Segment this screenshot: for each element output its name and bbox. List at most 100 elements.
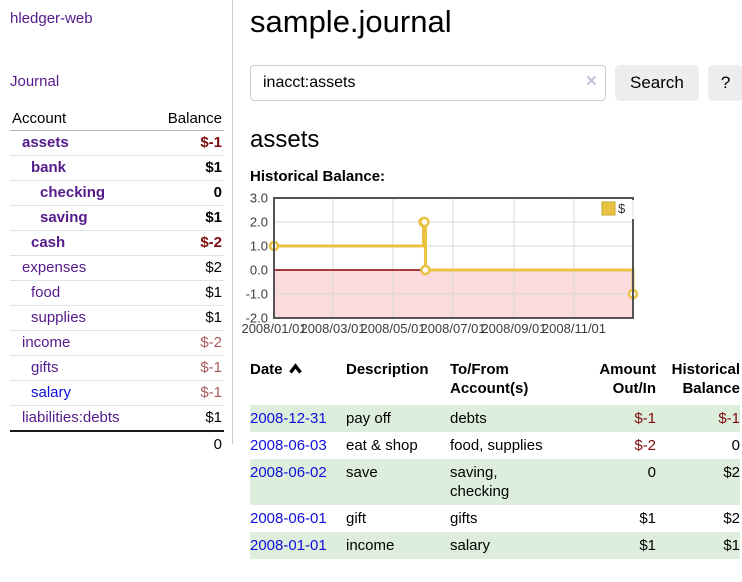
register-row: 2008-12-31 pay off debts $-1 $-1: [250, 405, 740, 433]
account-link[interactable]: checking: [40, 184, 106, 201]
account-link[interactable]: salary: [31, 384, 72, 401]
transaction-amount: $1: [639, 537, 656, 555]
search-form: × Search ?: [250, 65, 742, 102]
account-row: cash $-2: [10, 230, 224, 256]
x-tick-label: 2008/11/01: [542, 321, 606, 336]
total-row-spacer: [10, 430, 151, 458]
date-column-header[interactable]: Date: [250, 360, 346, 405]
description-column-header: Description: [346, 361, 429, 379]
register-table: Date Description To/From Account(s) Amou…: [250, 360, 740, 560]
account-cell: assets: [10, 131, 151, 156]
account-balance-table: Account Balance assets $-1 bank $1 check…: [10, 107, 224, 458]
transaction-balance: $2: [723, 510, 740, 528]
account-cell: food: [10, 280, 151, 306]
account-heading: assets: [250, 126, 320, 154]
account-table-header-row: Account Balance: [10, 107, 224, 131]
accounts-column-header: To/From Account(s): [450, 361, 529, 398]
x-tick-label: 2008/05/01: [360, 321, 425, 336]
chart-border: [273, 197, 634, 320]
balance-chart: 3.0 2.0 1.0 0.0 -1.0 -2.02008/01/012008/03/01…: [241, 191, 639, 336]
search-button[interactable]: Search: [615, 65, 699, 102]
account-cell: saving: [10, 205, 151, 231]
chart-title: Historical Balance:: [250, 168, 386, 186]
account-cell: income: [10, 330, 151, 356]
account-link[interactable]: expenses: [22, 259, 87, 276]
transaction-amount: $-2: [634, 437, 656, 455]
transaction-description: income: [346, 537, 395, 555]
account-balance: 0: [150, 180, 224, 206]
account-total-row: 0: [10, 430, 224, 458]
journal-link[interactable]: Journal: [10, 73, 60, 90]
account-cell: gifts: [10, 355, 151, 381]
transaction-description: pay off: [346, 410, 391, 428]
register-row: 2008-06-01 gift gifts $1 $2: [250, 505, 740, 532]
account-row: food $1: [10, 280, 224, 306]
account-link[interactable]: income: [22, 334, 71, 351]
account-row: gifts $-1: [10, 355, 224, 381]
y-tick-label: 1.0: [250, 239, 268, 254]
account-link[interactable]: bank: [31, 159, 67, 176]
account-row: liabilities:debts $1: [10, 405, 224, 431]
account-link[interactable]: liabilities:debts: [22, 409, 120, 426]
account-balance: $1: [150, 155, 224, 181]
account-cell: expenses: [10, 255, 151, 281]
account-balance: $1: [150, 305, 224, 331]
amount-column-header: Amount Out/In: [599, 361, 656, 398]
date-header-label: Date: [250, 361, 283, 379]
y-tick-label: 0.0: [250, 263, 268, 278]
transaction-date-link[interactable]: 2008-01-01: [250, 537, 327, 555]
account-balance: $-1: [200, 134, 222, 151]
transaction-date-cell: 2008-06-03: [250, 432, 346, 459]
transaction-amount: 0: [647, 464, 656, 482]
account-cell: supplies: [10, 305, 151, 331]
x-tick-label: 2008/03/01: [300, 321, 365, 336]
account-row: saving $1: [10, 205, 224, 231]
account-cell: liabilities:debts: [10, 405, 151, 431]
transaction-balance: $-1: [718, 410, 740, 428]
register-table-body: 2008-12-31 pay off debts $-1 $-1 2008-06…: [250, 405, 740, 560]
account-balance: $1: [150, 280, 224, 306]
search-input[interactable]: [250, 65, 606, 102]
legend-label: $: [618, 201, 626, 216]
transaction-description: save: [346, 464, 378, 482]
account-link[interactable]: assets: [22, 134, 69, 151]
transaction-accounts: food, supplies: [450, 437, 543, 455]
y-tick-label: -2.0: [246, 311, 268, 326]
transaction-description: eat & shop: [346, 437, 418, 455]
transaction-date-cell: 2008-06-01: [250, 505, 346, 532]
transaction-amount: $1: [639, 510, 656, 528]
balance-column-header-register: Historical Balance: [671, 361, 740, 398]
transaction-date-link[interactable]: 2008-06-03: [250, 437, 327, 455]
transaction-date-cell: 2008-12-31: [250, 405, 346, 432]
sidebar-nav: Journal: [0, 27, 232, 90]
account-column-header: Account: [10, 107, 151, 131]
help-button[interactable]: ?: [707, 65, 742, 102]
register-row: 2008-06-03 eat & shop food, supplies $-2…: [250, 432, 740, 459]
y-tick-label: -1.0: [246, 287, 268, 302]
account-balance: $2: [150, 255, 224, 281]
x-tick-label: 2008/01/01: [241, 321, 306, 336]
page-title: sample.journal: [250, 4, 452, 39]
account-row: checking 0: [10, 180, 224, 206]
account-link[interactable]: cash: [31, 234, 66, 251]
transaction-date-link[interactable]: 2008-06-02: [250, 464, 327, 482]
account-link[interactable]: food: [31, 284, 61, 301]
transaction-balance: $2: [723, 464, 740, 482]
account-balance: $-1: [150, 380, 224, 406]
clear-search-icon[interactable]: ×: [585, 71, 597, 93]
account-link[interactable]: gifts: [31, 359, 59, 376]
y-tick-label: 2.0: [250, 215, 268, 230]
account-link[interactable]: supplies: [31, 309, 87, 326]
search-box: ×: [250, 65, 606, 102]
account-balance: $1: [150, 205, 224, 231]
transaction-date-link[interactable]: 2008-06-01: [250, 510, 327, 528]
transaction-date-link[interactable]: 2008-12-31: [250, 410, 327, 428]
y-tick-label: 3.0: [250, 191, 268, 206]
legend-swatch: [601, 201, 616, 216]
app-title-link[interactable]: hledger-web: [10, 10, 93, 27]
account-link[interactable]: saving: [40, 209, 88, 226]
account-balance: $1: [150, 405, 224, 431]
account-cell: bank: [10, 155, 151, 181]
register-row: 2008-01-01 income salary $1 $1: [250, 532, 740, 560]
account-cell: salary: [10, 380, 151, 406]
